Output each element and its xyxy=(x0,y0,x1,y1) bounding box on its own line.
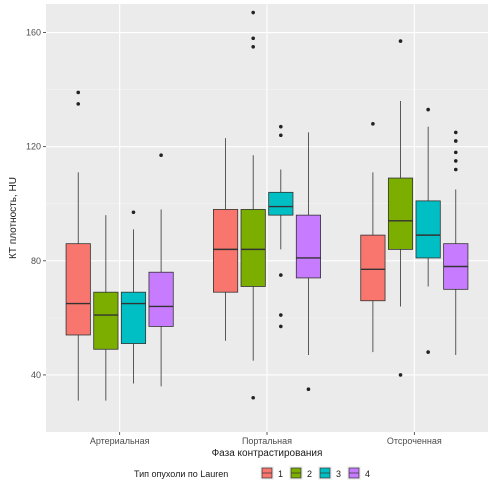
outlier-point xyxy=(76,90,81,95)
box-body xyxy=(268,191,294,216)
outlier-point xyxy=(398,39,403,43)
y-tick-label: 40 xyxy=(31,370,41,380)
outlier-point xyxy=(453,130,458,135)
x-tick-label: Портальная xyxy=(242,436,292,446)
outlier-point xyxy=(251,36,255,41)
box-Отсроченная-3 xyxy=(415,107,441,354)
legend-label: 3 xyxy=(336,469,341,479)
box-Артериальная-3 xyxy=(120,210,147,384)
x-tick-label: Артериальная xyxy=(90,436,150,446)
y-tick-label: 120 xyxy=(26,142,41,152)
outlier-point xyxy=(159,153,163,158)
box-Отсроченная-4 xyxy=(443,130,469,355)
box-body xyxy=(148,271,174,327)
y-tick-label: 160 xyxy=(26,28,41,38)
box-Отсроченная-1 xyxy=(360,122,386,353)
outlier-point xyxy=(279,273,283,277)
outlier-point xyxy=(279,324,283,329)
box-body xyxy=(295,214,321,279)
box-Портальная-3 xyxy=(268,124,294,329)
box-Артериальная-4 xyxy=(148,153,174,387)
box-body xyxy=(415,200,441,259)
box-body xyxy=(93,291,119,350)
box-body xyxy=(65,243,91,336)
grid-lines xyxy=(46,4,488,432)
x-tick-label: Отсроченная xyxy=(387,436,442,446)
box-series xyxy=(65,10,469,401)
box-body xyxy=(240,209,266,287)
box-body xyxy=(387,177,414,250)
x-axis-ticks: Артериальная Портальная Отсроченная xyxy=(90,432,442,446)
outlier-point xyxy=(371,122,375,126)
outlier-point xyxy=(251,45,255,49)
box-body xyxy=(360,234,386,302)
box-Портальная-4 xyxy=(295,132,321,392)
outlier-point xyxy=(453,167,458,172)
outlier-point xyxy=(453,159,458,163)
legend-title: Тип опухоли по Lauren xyxy=(134,469,228,479)
outlier-point xyxy=(279,313,283,317)
legend-item-3: 3 xyxy=(318,466,341,480)
outlier-point xyxy=(426,350,430,354)
outlier-point xyxy=(131,210,136,215)
outlier-point xyxy=(453,150,458,155)
outlier-point xyxy=(306,387,311,392)
outlier-point xyxy=(251,395,255,400)
outlier-point xyxy=(398,373,403,377)
box-Артериальная-2 xyxy=(93,215,119,401)
legend: Тип опухоли по Lauren 1 2 3 4 xyxy=(134,466,370,480)
legend-item-1: 1 xyxy=(260,466,283,480)
outlier-point xyxy=(279,124,283,129)
legend-item-4: 4 xyxy=(347,466,370,480)
legend-label: 1 xyxy=(278,469,283,479)
box-Портальная-1 xyxy=(213,138,239,341)
y-axis-ticks: 40 80 120 160 xyxy=(26,28,46,380)
outlier-point xyxy=(251,10,255,15)
legend-item-2: 2 xyxy=(289,466,312,480)
outlier-point xyxy=(279,133,283,138)
box-Отсроченная-2 xyxy=(387,39,414,377)
legend-label: 4 xyxy=(365,469,370,479)
box-body xyxy=(213,209,239,293)
y-tick-label: 80 xyxy=(31,256,41,266)
box-body xyxy=(120,291,147,344)
outlier-point xyxy=(76,102,81,106)
box-Портальная-2 xyxy=(240,10,266,400)
box-Артериальная-1 xyxy=(65,90,91,401)
outlier-point xyxy=(453,139,458,143)
y-axis-title: КТ плотность, HU xyxy=(8,177,19,259)
x-axis-title: Фаза контрастирования xyxy=(212,448,323,459)
outlier-point xyxy=(426,107,430,112)
legend-label: 2 xyxy=(307,469,312,479)
